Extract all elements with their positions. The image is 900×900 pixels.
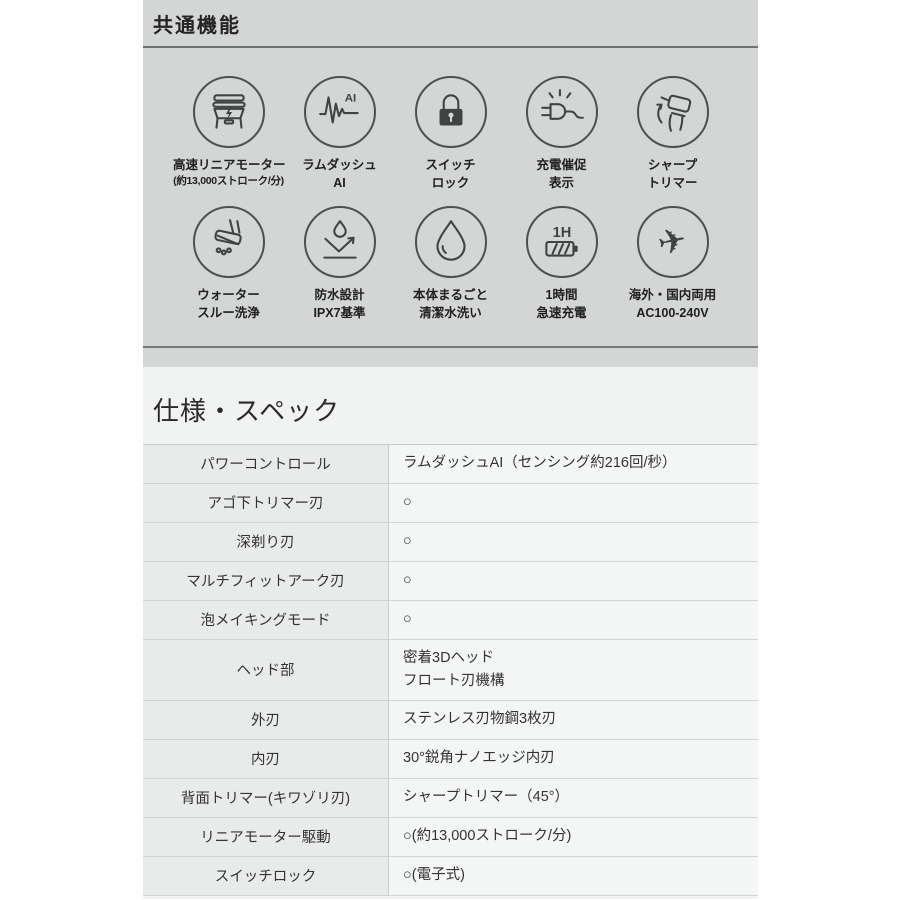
feature-waterproof: 防水設計 IPX7基準	[284, 206, 395, 322]
feature-label-line2: (約13,000ストローク/分)	[173, 175, 284, 188]
spec-value: ○(電子式)	[403, 867, 465, 884]
padlock-icon	[414, 76, 487, 148]
spec-value: シャープトリマー（45°）	[403, 789, 570, 806]
feature-label-line1: 海外・国内両用	[628, 288, 717, 303]
ai-waveform-icon: AI	[303, 76, 376, 148]
feature-label-line2: 急速充電	[536, 306, 587, 321]
spec-value: ○	[403, 611, 412, 628]
feature-label-line1: 充電催促	[536, 158, 587, 172]
feature-icon-row-2: ウォーター スルー洗浄 防水設計	[173, 206, 728, 322]
feature-label-line1: 1時間	[545, 288, 578, 303]
spec-section: 仕様・スペック パワーコントロール ラムダッシュAI（センシング約216回/秒）…	[143, 366, 758, 899]
feature-label-line2: AI	[333, 176, 346, 191]
feature-label-line2: 清潔水洗い	[419, 306, 482, 321]
spec-section-title: 仕様・スペック	[153, 395, 341, 426]
spec-label: 泡メイキングモード	[143, 600, 389, 639]
waterproof-drop-icon	[303, 206, 376, 279]
common-features-title: 共通機能	[143, 0, 758, 48]
table-row: 深剃り刃 ○	[143, 522, 758, 562]
feature-water-through: ウォーター スルー洗浄	[173, 206, 284, 322]
spec-value: ラムダッシュAI（センシング約216回/秒）	[403, 455, 677, 472]
spec-label: 背面トリマー(キワゾリ刃)	[143, 778, 389, 817]
feature-label-line2: スルー洗浄	[197, 306, 260, 321]
spec-value: ステンレス刃物鋼3枚刃	[403, 711, 557, 728]
table-row: パワーコントロール ラムダッシュAI（センシング約216回/秒）	[143, 444, 758, 484]
panel-bottom-divider	[143, 345, 758, 348]
spec-value: 密着3Dヘッド	[403, 650, 495, 667]
feature-switch-lock: スイッチ ロック	[395, 76, 506, 192]
feature-worldwide: ✈ 海外・国内両用 AC100-240V	[617, 206, 728, 322]
feature-label-line1: ラムダッシュ	[302, 158, 377, 172]
spec-value: ○(約13,000ストローク/分)	[403, 828, 572, 845]
feature-label-line1: スイッチ	[425, 158, 476, 172]
feature-washable: 本体まるごと 清潔水洗い	[395, 206, 506, 322]
table-row: リニアモーター駆動 ○(約13,000ストローク/分)	[143, 817, 758, 857]
feature-charge-reminder: 充電催促 表示	[506, 76, 617, 192]
svg-text:AI: AI	[344, 93, 355, 105]
feature-label-line1: 防水設計	[314, 288, 365, 303]
spec-label: スイッチロック	[143, 856, 389, 895]
table-row: 泡メイキングモード ○	[143, 600, 758, 640]
spec-label: 外刃	[143, 700, 389, 739]
feature-lamdash-ai: AI ラムダッシュ AI	[284, 76, 395, 192]
feature-high-speed-linear-motor: 高速リニアモーター (約13,000ストローク/分)	[173, 76, 286, 192]
feature-label-line2: AC100-240V	[636, 306, 709, 321]
feature-label-line1: ウォーター	[197, 288, 260, 303]
table-row: マルチフィットアーク刃 ○	[143, 561, 758, 601]
airplane-icon: ✈	[636, 206, 709, 279]
feature-label-line2: 表示	[548, 176, 574, 191]
spec-label: リニアモーター駆動	[143, 817, 389, 856]
spec-value: 30°鋭角ナノエッジ内刃	[403, 750, 555, 767]
spec-table: パワーコントロール ラムダッシュAI（センシング約216回/秒） アゴ下トリマー…	[143, 443, 758, 896]
sharp-trimmer-icon	[636, 76, 709, 148]
common-features-panel: 共通機能 高速リニアモーター	[143, 0, 758, 367]
feature-label-line1: シャープ	[647, 158, 698, 172]
spec-label: 深剃り刃	[143, 522, 389, 561]
feature-label-line1: 高速リニアモーター	[173, 158, 286, 172]
spec-label: アゴ下トリマー刃	[143, 483, 389, 522]
table-row: ヘッド部 密着3Dヘッド フロート刃機構	[143, 639, 758, 701]
spec-label: ヘッド部	[143, 639, 389, 700]
battery-1h-icon: 1H	[525, 206, 598, 279]
feature-icon-row-1: 高速リニアモーター (約13,000ストローク/分) AI ラムダッシュ AI	[173, 76, 728, 192]
feature-label-line2: IPX7基準	[313, 306, 366, 321]
water-drop-icon	[414, 206, 487, 279]
spec-value-line2: フロート刃機構	[403, 672, 505, 689]
table-row: スイッチロック ○(電子式)	[143, 856, 758, 896]
spec-label: 内刃	[143, 739, 389, 778]
table-row: 内刃 30°鋭角ナノエッジ内刃	[143, 739, 758, 779]
svg-text:1H: 1H	[552, 225, 571, 241]
linear-motor-icon	[192, 76, 265, 148]
table-row: アゴ下トリマー刃 ○	[143, 483, 758, 523]
power-plug-icon	[525, 76, 598, 148]
spec-value: ○	[403, 572, 412, 589]
spec-label: マルチフィットアーク刃	[143, 561, 389, 600]
feature-label-line2: ロック	[431, 176, 470, 191]
spec-value: ○	[403, 494, 412, 511]
feature-icons-grid: 高速リニアモーター (約13,000ストローク/分) AI ラムダッシュ AI	[143, 48, 758, 323]
water-through-icon	[192, 206, 265, 279]
spec-label: パワーコントロール	[143, 444, 389, 483]
table-row: 背面トリマー(キワゾリ刃) シャープトリマー（45°）	[143, 778, 758, 818]
feature-label-line2: トリマー	[647, 176, 698, 191]
feature-quick-charge: 1H 1時間 急速充電	[506, 206, 617, 322]
spec-value: ○	[403, 533, 412, 550]
feature-label-line1: 本体まるごと	[412, 288, 488, 303]
feature-sharp-trimmer: シャープ トリマー	[617, 76, 728, 192]
product-detail-content: 共通機能 高速リニアモーター	[143, 0, 758, 899]
table-row: 外刃 ステンレス刃物鋼3枚刃	[143, 700, 758, 740]
